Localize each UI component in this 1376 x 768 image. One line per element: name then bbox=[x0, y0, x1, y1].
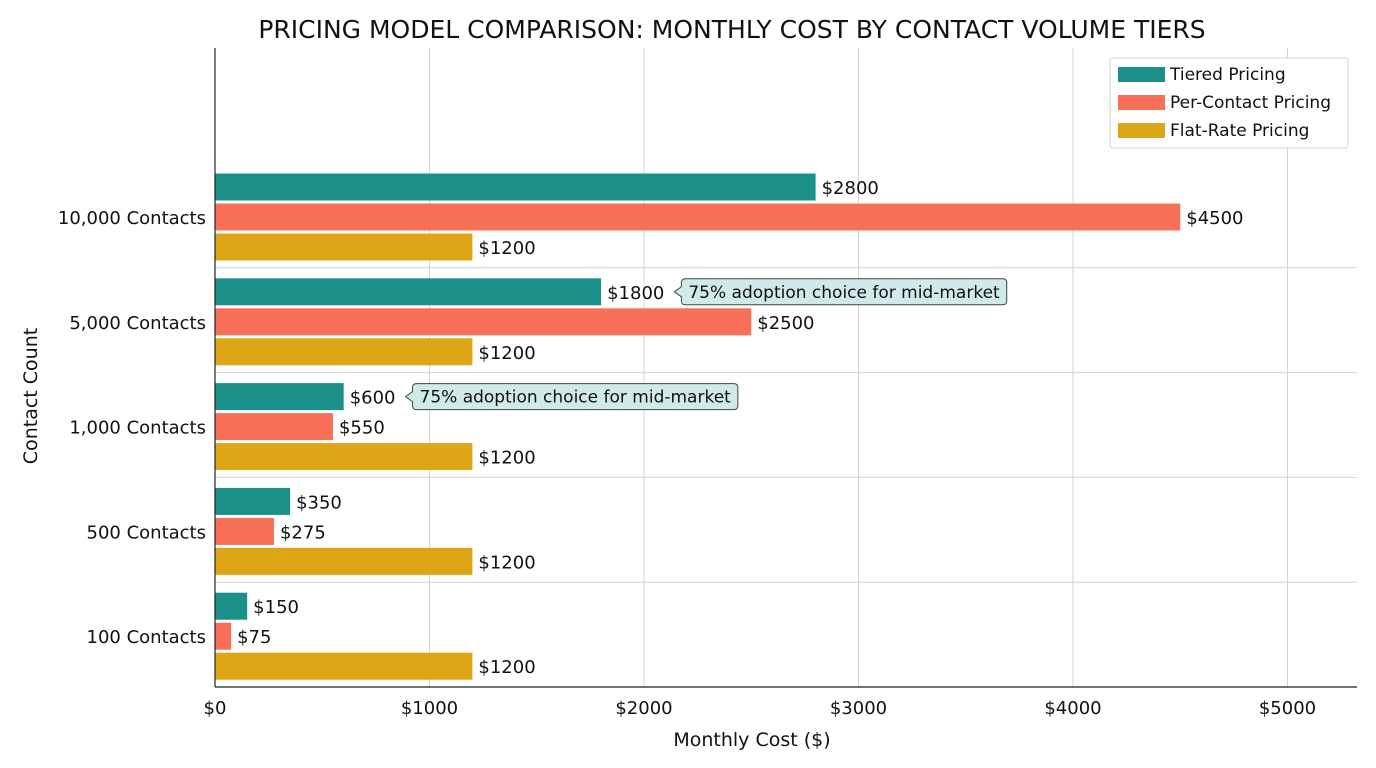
legend-frame bbox=[1109, 57, 1349, 149]
bar-per-contact-pricing-500-contacts bbox=[215, 517, 274, 545]
legend-swatch-tiered-pricing bbox=[1118, 67, 1165, 82]
legend-swatch-flat-rate-pricing bbox=[1118, 123, 1165, 138]
annotation-box bbox=[673, 278, 1008, 306]
value-label: $1200 bbox=[478, 448, 535, 469]
x-tick-label: $2000 bbox=[615, 698, 672, 719]
y-tick-label: 100 Contacts bbox=[87, 627, 207, 648]
value-label: $275 bbox=[280, 522, 326, 543]
value-label: $1200 bbox=[478, 343, 535, 364]
value-labels: $2800 $4500 $1200 $1800 $2500 $1200 $600 $550 $1… bbox=[237, 178, 1243, 678]
legend-label-tiered-pricing: Tiered Pricing bbox=[1169, 65, 1286, 85]
value-label: $4500 bbox=[1186, 208, 1243, 229]
bar-per-contact-pricing-5-000-contacts bbox=[215, 308, 752, 336]
y-tick-label: 500 Contacts bbox=[87, 522, 207, 543]
y-tick-label: 1,000 Contacts bbox=[69, 418, 206, 439]
annotation-text: 75% adoption choice for mid-market bbox=[420, 388, 732, 408]
annotations: 75% adoption choice for mid-market 75% ad… bbox=[404, 278, 1008, 411]
bar-per-contact-pricing-1-000-contacts bbox=[215, 413, 333, 441]
value-label: $550 bbox=[339, 418, 385, 439]
value-label: $1200 bbox=[478, 552, 535, 573]
x-axis-label: Monthly Cost ($) bbox=[673, 729, 830, 751]
x-tick-label: $4000 bbox=[1044, 698, 1101, 719]
legend-label-per-contact-pricing: Per-Contact Pricing bbox=[1170, 93, 1331, 113]
chart-title: PRICING MODEL COMPARISON: MONTHLY COST B… bbox=[258, 15, 1205, 44]
y-tick-label: 10,000 Contacts bbox=[58, 208, 206, 229]
legend: Tiered Pricing Per-Contact Pricing Flat-Ra… bbox=[1109, 57, 1349, 149]
bars bbox=[215, 173, 1181, 680]
axes: $0 $1000 $2000 $3000 $4000 $5000 10,000 Contac… bbox=[58, 48, 1357, 719]
grid-lines bbox=[215, 48, 1357, 687]
bar-tiered-pricing-1-000-contacts bbox=[215, 383, 344, 411]
value-label: $1200 bbox=[478, 657, 535, 678]
value-label: $1200 bbox=[478, 238, 535, 259]
value-label: $75 bbox=[237, 627, 271, 648]
x-tick-label: $0 bbox=[204, 698, 227, 719]
x-tick-label: $3000 bbox=[830, 698, 887, 719]
bar-flat-rate-pricing-10-000-contacts bbox=[215, 233, 473, 261]
annotation-callout: 75% adoption choice for mid-market bbox=[673, 278, 1008, 306]
bar-flat-rate-pricing-5-000-contacts bbox=[215, 338, 473, 366]
y-axis-label: Contact Count bbox=[20, 328, 42, 464]
x-tick-label: $1000 bbox=[401, 698, 458, 719]
bar-per-contact-pricing-100-contacts bbox=[215, 622, 232, 650]
value-label: $2500 bbox=[757, 313, 814, 334]
value-label: $2800 bbox=[822, 178, 879, 199]
bar-tiered-pricing-5-000-contacts bbox=[215, 278, 602, 306]
value-label: $350 bbox=[296, 492, 342, 513]
y-tick-label: 5,000 Contacts bbox=[69, 313, 206, 334]
value-label: $600 bbox=[350, 388, 396, 409]
legend-label-flat-rate-pricing: Flat-Rate Pricing bbox=[1170, 121, 1309, 141]
annotation-text: 75% adoption choice for mid-market bbox=[688, 283, 1000, 303]
bar-flat-rate-pricing-500-contacts bbox=[215, 547, 473, 575]
bar-flat-rate-pricing-1-000-contacts bbox=[215, 443, 473, 471]
bar-flat-rate-pricing-100-contacts bbox=[215, 652, 473, 680]
legend-swatch-per-contact-pricing bbox=[1118, 95, 1165, 110]
value-label: $1800 bbox=[607, 283, 664, 304]
annotation-callout: 75% adoption choice for mid-market bbox=[404, 383, 739, 411]
bar-per-contact-pricing-10-000-contacts bbox=[215, 203, 1181, 231]
x-tick-label: $5000 bbox=[1259, 698, 1316, 719]
annotation-box bbox=[404, 383, 739, 411]
value-label: $150 bbox=[253, 597, 299, 618]
bar-tiered-pricing-100-contacts bbox=[215, 592, 248, 620]
bar-tiered-pricing-10-000-contacts bbox=[215, 173, 816, 201]
bar-tiered-pricing-500-contacts bbox=[215, 487, 291, 515]
